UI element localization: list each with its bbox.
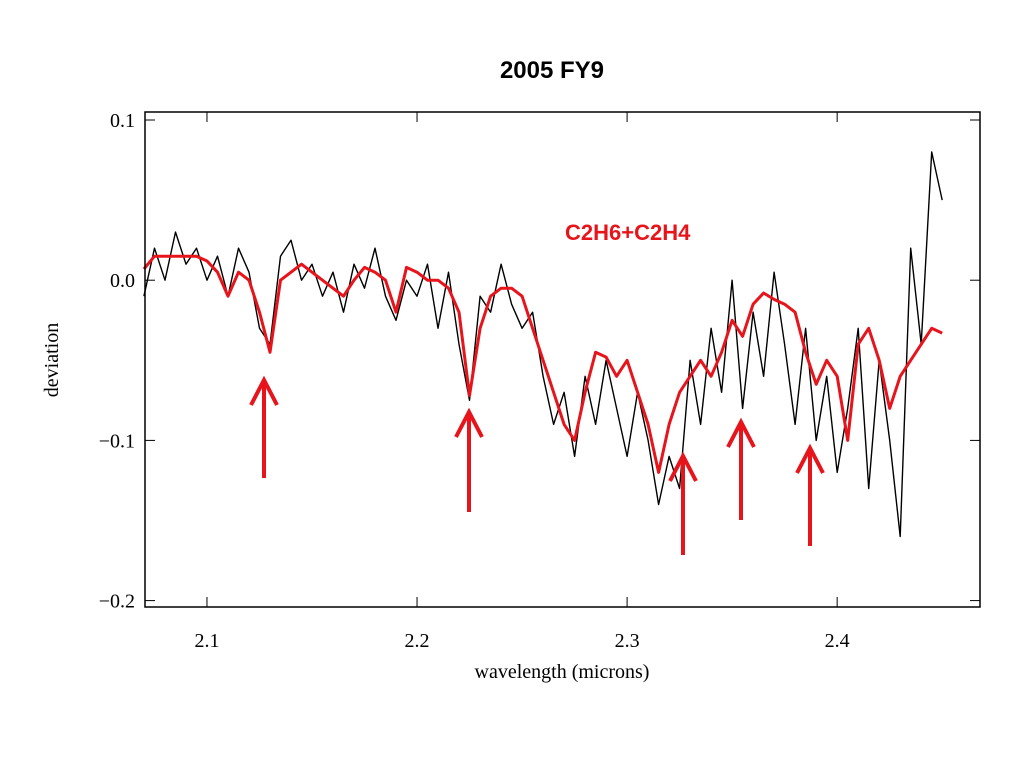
arrow: [249, 375, 279, 478]
x-tick-label: 2.4: [825, 630, 850, 652]
arrows: [249, 375, 825, 555]
y-tick-label: 0.1: [110, 110, 135, 132]
series-line: [142, 254, 943, 474]
y-axis-label: deviation: [41, 323, 63, 397]
plot-frame: [144, 111, 981, 608]
x-tick-label: 2.2: [405, 630, 430, 652]
x-tick-label: 2.1: [194, 630, 219, 652]
arrow: [668, 451, 698, 555]
arrow: [454, 407, 484, 512]
annotation: C2H6+C2H4: [565, 220, 691, 245]
arrow: [726, 417, 756, 520]
plot-area: [142, 151, 943, 538]
y-tick-label: 0.0: [110, 270, 135, 292]
x-axis-label: wavelength (microns): [475, 661, 650, 683]
arrow: [795, 443, 825, 546]
y-tick-label: −0.2: [99, 591, 135, 613]
x-tick-label: 2.3: [615, 630, 640, 652]
chart-title: 2005 FY9: [500, 57, 604, 84]
y-tick-label: −0.1: [99, 430, 135, 452]
